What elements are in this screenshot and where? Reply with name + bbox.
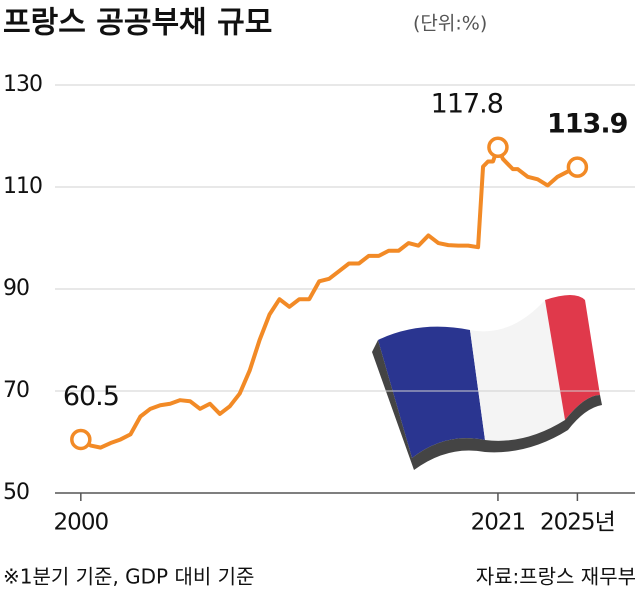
footnote: ※1분기 기준, GDP 대비 기준 [3, 565, 254, 589]
point-marker [70, 428, 92, 451]
data-label: 113.9 [547, 109, 628, 140]
chart-title: 프랑스 공공부채 규모 [3, 6, 272, 41]
y-tick-label: 130 [3, 72, 42, 97]
y-tick-label: 70 [3, 378, 29, 403]
line [79, 145, 579, 450]
x-tick-label: 2021 [471, 510, 526, 536]
flag-illustration [372, 295, 602, 470]
x-tick-label: 2000 [54, 510, 109, 536]
point-marker [487, 136, 509, 158]
source: 자료:프랑스 재무부 [476, 565, 636, 589]
y-tick-label: 90 [3, 276, 29, 301]
x-tick-label: 2025년 [540, 510, 615, 536]
y-tick-label: 110 [3, 174, 42, 199]
unit-label: (단위:%) [413, 13, 487, 35]
point-marker [566, 156, 589, 178]
y-tick-label: 50 [3, 480, 29, 505]
data-label: 117.8 [431, 89, 503, 120]
data-label: 60.5 [63, 381, 119, 412]
